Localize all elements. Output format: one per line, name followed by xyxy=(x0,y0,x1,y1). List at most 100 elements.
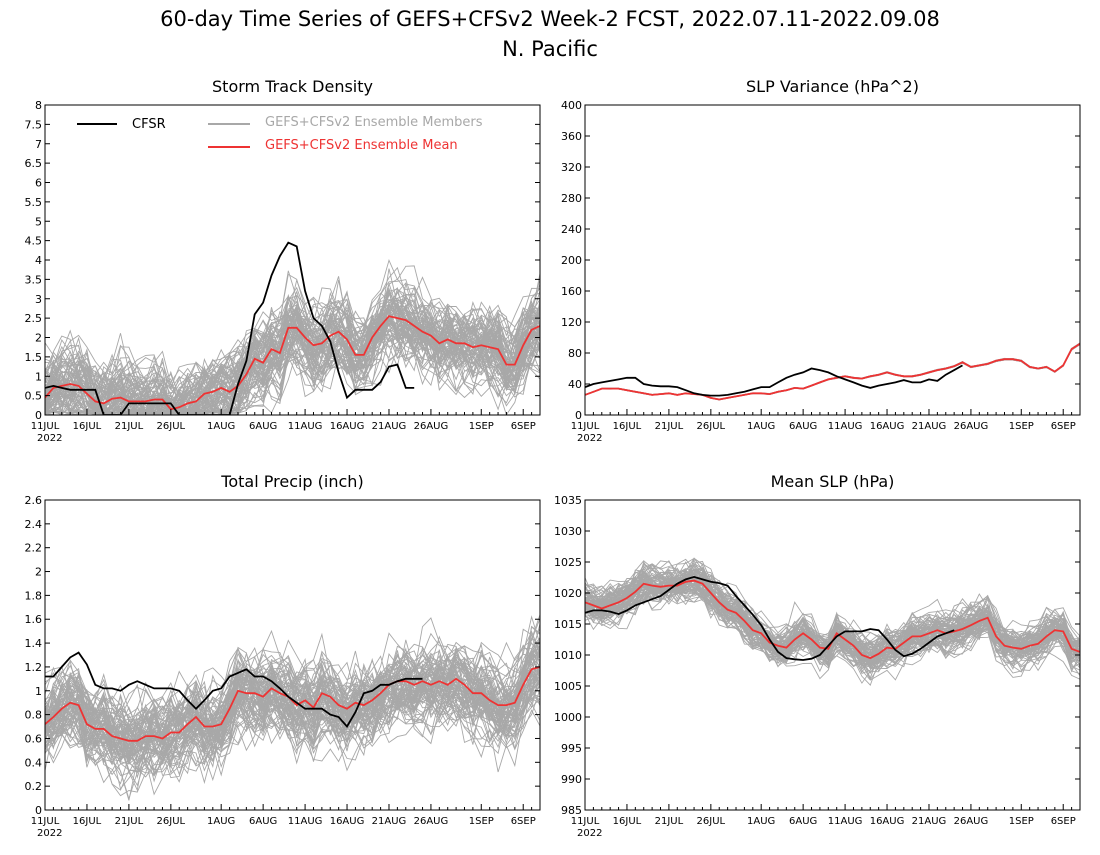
x-tick-label: 6AUG xyxy=(249,421,277,432)
panel-title: Total Precip (inch) xyxy=(220,472,363,491)
y-tick-label: 6.5 xyxy=(25,157,43,170)
x-tick-label: 16JUL xyxy=(613,421,642,432)
x-tick-label: 21AUG xyxy=(372,421,407,432)
x-tick-label: 16JUL xyxy=(613,816,642,827)
x-tick-label: 16JUL xyxy=(73,816,102,827)
x-tick-label: 6SEP xyxy=(511,816,536,827)
ensemble-member-line xyxy=(45,661,540,750)
cfsr-series-line xyxy=(585,364,963,397)
x-year-label: 2022 xyxy=(37,433,62,444)
panel-title: SLP Variance (hPa^2) xyxy=(746,77,919,96)
y-tick-label: 990 xyxy=(561,773,582,786)
x-tick-label: 21JUL xyxy=(655,421,684,432)
y-tick-label: 240 xyxy=(561,223,582,236)
y-tick-label: 1010 xyxy=(554,649,582,662)
x-year-label: 2022 xyxy=(577,433,602,444)
ensemble-members xyxy=(45,614,540,801)
y-tick-label: 2.6 xyxy=(25,494,43,507)
x-tick-label: 21AUG xyxy=(372,816,407,827)
chart-panel: SLP Variance (hPa^2) 0 40 80 120 160 200 240 280… xyxy=(561,77,1081,444)
y-tick-label: 1.2 xyxy=(25,661,43,674)
ensemble-member-line xyxy=(45,647,540,734)
y-tick-label: 5.5 xyxy=(25,196,43,209)
y-tick-label: 200 xyxy=(561,254,582,267)
x-tick-label: 1SEP xyxy=(1009,421,1034,432)
ensemble-member-line xyxy=(45,645,540,741)
x-tick-label: 11JUL xyxy=(31,816,60,827)
x-tick-label: 26JUL xyxy=(697,421,726,432)
x-tick-label: 26AUG xyxy=(954,816,989,827)
y-tick-label: 1025 xyxy=(554,556,582,569)
ensemble-member-line xyxy=(45,304,540,415)
y-tick-label: 1 xyxy=(35,370,42,383)
x-tick-label: 26JUL xyxy=(157,421,186,432)
figure-title: 60-day Time Series of GEFS+CFSv2 Week-2 … xyxy=(160,7,940,31)
x-tick-label: 16AUG xyxy=(330,816,365,827)
y-tick-label: 40 xyxy=(568,378,582,391)
y-tick-label: 0.4 xyxy=(25,756,43,769)
ensemble-member-line xyxy=(45,652,540,796)
legend-members-label: GEFS+CFSv2 Ensemble Members xyxy=(265,115,483,130)
y-tick-label: 2 xyxy=(35,566,42,579)
y-tick-label: 320 xyxy=(561,161,582,174)
x-tick-label: 11AUG xyxy=(828,421,863,432)
y-tick-label: 3 xyxy=(35,293,42,306)
legend-background xyxy=(65,109,530,161)
figure-subtitle: N. Pacific xyxy=(502,37,598,61)
x-tick-label: 16JUL xyxy=(73,421,102,432)
x-tick-label: 1SEP xyxy=(1009,816,1034,827)
x-tick-label: 1SEP xyxy=(469,816,494,827)
y-tick-label: 0.2 xyxy=(25,780,43,793)
ensemble-member-line xyxy=(45,651,540,758)
y-tick-label: 995 xyxy=(561,742,582,755)
x-tick-label: 26AUG xyxy=(414,816,449,827)
x-tick-label: 21AUG xyxy=(912,421,947,432)
x-tick-label: 1AUG xyxy=(747,421,775,432)
y-tick-label: 400 xyxy=(561,99,582,112)
x-tick-label: 26JUL xyxy=(157,816,186,827)
y-tick-label: 1 xyxy=(35,685,42,698)
ensemble-member-line xyxy=(45,653,540,748)
x-year-label: 2022 xyxy=(37,828,62,839)
y-tick-label: 6 xyxy=(35,177,42,190)
x-tick-label: 16AUG xyxy=(870,421,905,432)
x-tick-label: 21JUL xyxy=(115,421,144,432)
x-tick-label: 11JUL xyxy=(31,421,60,432)
y-tick-label: 360 xyxy=(561,130,582,143)
x-tick-label: 6SEP xyxy=(511,421,536,432)
y-tick-label: 8 xyxy=(35,99,42,112)
y-tick-label: 1030 xyxy=(554,525,582,538)
x-tick-label: 26AUG xyxy=(954,421,989,432)
y-tick-label: 2.5 xyxy=(25,312,43,325)
x-tick-label: 26AUG xyxy=(414,421,449,432)
ensemble-members xyxy=(585,557,1080,686)
x-tick-label: 6AUG xyxy=(789,816,817,827)
y-tick-label: 0.5 xyxy=(25,390,43,403)
y-tick-label: 280 xyxy=(561,192,582,205)
chart-panel: Total Precip (inch) 0 0.2 0.4 0.6 0.8 1 1.2 1.4 1… xyxy=(25,472,541,839)
y-tick-label: 3.5 xyxy=(25,273,43,286)
x-tick-label: 16AUG xyxy=(870,816,905,827)
y-tick-label: 0.8 xyxy=(25,709,43,722)
chart-panel: Mean SLP (hPa) 985 990 995 1000 1005 1010 1015 1… xyxy=(554,472,1081,839)
x-tick-label: 6SEP xyxy=(1051,421,1076,432)
panel-title: Mean SLP (hPa) xyxy=(771,472,895,491)
legend: CFSR GEFS+CFSv2 Ensemble Members GEFS+CFSv… xyxy=(65,109,530,161)
x-tick-label: 1AUG xyxy=(207,421,235,432)
y-tick-label: 1015 xyxy=(554,618,582,631)
ensemble-member-line xyxy=(45,663,540,797)
x-year-label: 2022 xyxy=(577,828,602,839)
y-tick-label: 7 xyxy=(35,138,42,151)
legend-cfsr-label: CFSR xyxy=(132,117,166,132)
x-tick-label: 11AUG xyxy=(288,421,323,432)
y-tick-label: 80 xyxy=(568,347,582,360)
y-tick-label: 1005 xyxy=(554,680,582,693)
y-tick-label: 4 xyxy=(35,254,42,267)
ensemble-member-line xyxy=(585,563,1080,657)
panels: Storm Track Density 0 0.5 1 1.5 2 2.5 3 3.5 4 4.5 5… xyxy=(25,77,1081,839)
cfsr-series-line xyxy=(45,651,423,729)
ensemble-member-line xyxy=(45,299,540,406)
plot-frame xyxy=(44,499,541,811)
x-tick-label: 11JUL xyxy=(571,816,600,827)
